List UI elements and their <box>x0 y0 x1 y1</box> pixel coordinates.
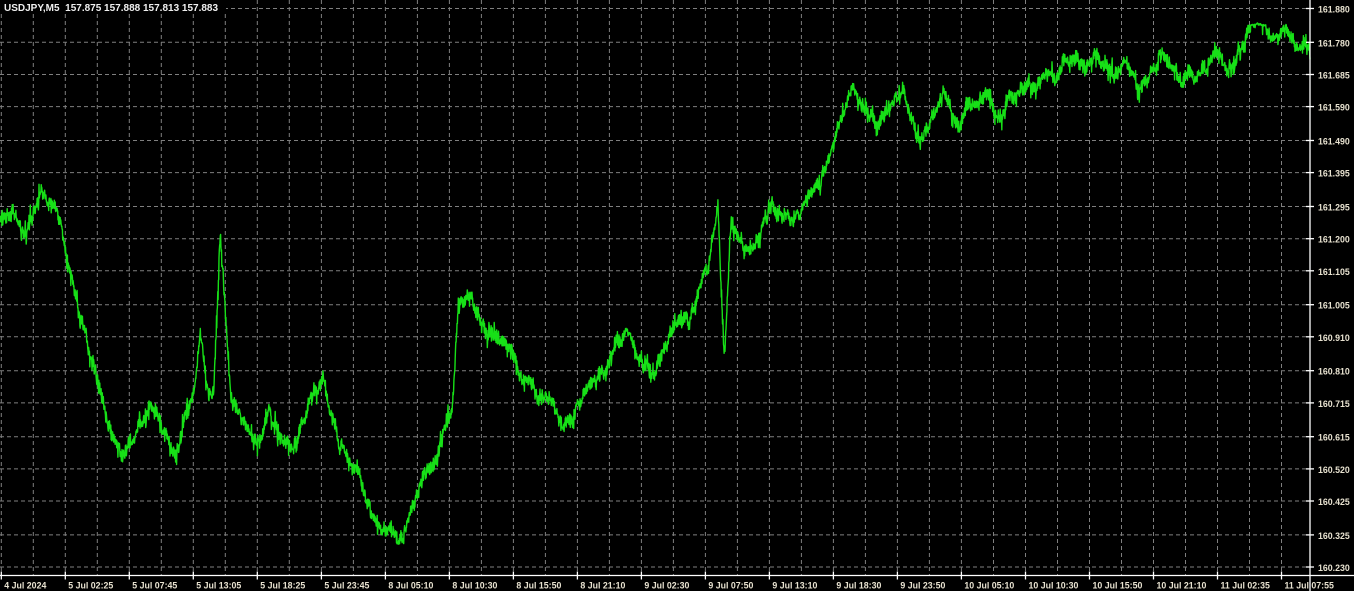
svg-text:9 Jul 13:10: 9 Jul 13:10 <box>772 581 817 591</box>
svg-text:9 Jul 02:30: 9 Jul 02:30 <box>644 581 689 591</box>
svg-text:161.880: 161.880 <box>1318 5 1350 15</box>
svg-text:USDJPY,M5 157.875 157.888 157: USDJPY,M5 157.875 157.888 157.813 157.88… <box>4 3 218 14</box>
svg-text:9 Jul 07:50: 9 Jul 07:50 <box>708 581 753 591</box>
svg-text:11 Jul 07:55: 11 Jul 07:55 <box>1285 581 1335 591</box>
svg-text:5 Jul 07:45: 5 Jul 07:45 <box>132 581 177 591</box>
svg-text:9 Jul 23:50: 9 Jul 23:50 <box>900 581 945 591</box>
svg-text:160.715: 160.715 <box>1318 399 1350 409</box>
svg-text:8 Jul 05:10: 8 Jul 05:10 <box>388 581 433 591</box>
svg-text:8 Jul 10:30: 8 Jul 10:30 <box>452 581 497 591</box>
svg-text:161.105: 161.105 <box>1318 267 1350 277</box>
svg-text:9 Jul 18:30: 9 Jul 18:30 <box>836 581 881 591</box>
svg-text:160.810: 160.810 <box>1318 367 1350 377</box>
svg-text:161.490: 161.490 <box>1318 137 1350 147</box>
svg-text:5 Jul 23:45: 5 Jul 23:45 <box>324 581 369 591</box>
svg-text:161.685: 161.685 <box>1318 71 1350 81</box>
svg-text:161.200: 161.200 <box>1318 235 1350 245</box>
svg-text:160.230: 160.230 <box>1318 563 1350 573</box>
svg-text:4 Jul 2024: 4 Jul 2024 <box>4 581 46 591</box>
svg-text:160.325: 160.325 <box>1318 531 1350 541</box>
svg-text:5 Jul 18:25: 5 Jul 18:25 <box>260 581 305 591</box>
svg-text:8 Jul 15:50: 8 Jul 15:50 <box>516 581 561 591</box>
svg-text:160.425: 160.425 <box>1318 497 1350 507</box>
svg-text:160.615: 160.615 <box>1318 433 1350 443</box>
svg-text:10 Jul 15:50: 10 Jul 15:50 <box>1093 581 1143 591</box>
svg-text:161.295: 161.295 <box>1318 203 1350 213</box>
svg-text:5 Jul 13:05: 5 Jul 13:05 <box>196 581 241 591</box>
svg-text:160.520: 160.520 <box>1318 465 1350 475</box>
svg-text:8 Jul 21:10: 8 Jul 21:10 <box>580 581 625 591</box>
svg-text:10 Jul 21:10: 10 Jul 21:10 <box>1157 581 1207 591</box>
svg-text:160.910: 160.910 <box>1318 333 1350 343</box>
svg-text:161.005: 161.005 <box>1318 301 1350 311</box>
svg-text:161.590: 161.590 <box>1318 103 1350 113</box>
svg-text:11 Jul 02:35: 11 Jul 02:35 <box>1221 581 1271 591</box>
svg-text:10 Jul 05:10: 10 Jul 05:10 <box>964 581 1014 591</box>
svg-text:161.395: 161.395 <box>1318 169 1350 179</box>
svg-text:161.780: 161.780 <box>1318 38 1350 48</box>
svg-text:5 Jul 02:25: 5 Jul 02:25 <box>68 581 113 591</box>
svg-text:10 Jul 10:30: 10 Jul 10:30 <box>1029 581 1079 591</box>
